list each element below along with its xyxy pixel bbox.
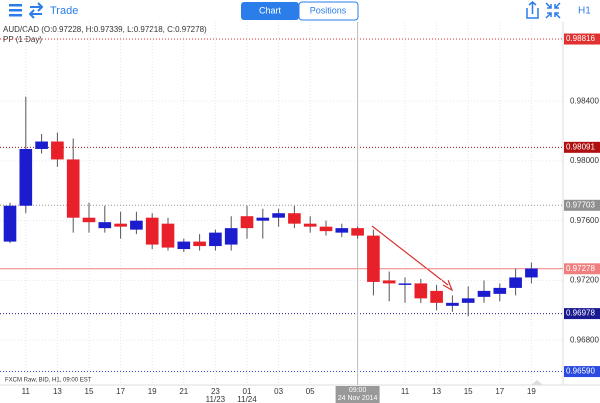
x-tick-label: 21	[179, 387, 188, 396]
menu-icon[interactable]	[9, 4, 22, 17]
date-label: 11/24	[237, 395, 257, 403]
x-tick-label: 15	[85, 387, 94, 396]
pivot-level-label: 0.98091	[566, 142, 595, 151]
current-price-box	[564, 263, 600, 275]
candle-body	[367, 235, 380, 282]
candle-body	[209, 232, 222, 247]
pivot-level-label: 0.98816	[566, 34, 595, 43]
chart-title: AUD/CAD (O:0.97228, H:0.97339, L:0.97218…	[3, 25, 207, 34]
x-tick-label: 01	[243, 387, 252, 396]
pivot-level-box	[564, 366, 600, 378]
x-tick-label: 17	[495, 387, 504, 396]
x-tick-label: 05	[306, 387, 315, 396]
pivot-level-box	[564, 199, 600, 211]
candle-body	[98, 222, 112, 229]
pivot-level-label: 0.96978	[566, 309, 595, 318]
x-tick-label: 03	[274, 387, 283, 396]
candle-body	[114, 223, 127, 227]
candle-body	[272, 213, 285, 218]
x-tick-label: 17	[116, 387, 125, 396]
pivot-level-box	[564, 308, 600, 320]
candle-body	[509, 277, 522, 288]
trade-icon[interactable]	[28, 2, 44, 19]
trade-label[interactable]: Trade	[50, 5, 78, 17]
current-price-label: 0.97278	[566, 264, 595, 273]
pivot-level-box	[564, 141, 600, 153]
x-tick-label: 19	[527, 387, 536, 396]
candle-body	[288, 213, 301, 224]
candle-body	[477, 290, 491, 297]
candle-body	[351, 228, 364, 236]
candle-body	[3, 205, 17, 242]
trend-arrow-head	[442, 279, 454, 292]
candle-body	[493, 287, 507, 294]
candle-body	[398, 283, 412, 285]
candle-body	[461, 298, 475, 303]
candle-body	[161, 223, 175, 248]
candle-body	[382, 280, 396, 284]
candle-body	[177, 241, 191, 250]
candle-body	[130, 220, 143, 230]
pivot-level-label: 0.96590	[566, 367, 595, 376]
date-label: 11/23	[206, 395, 226, 403]
x-tick-label: 19	[148, 387, 157, 396]
collapse-icon[interactable]	[545, 2, 561, 19]
tab-label[interactable]: Positions	[310, 5, 347, 15]
share-icon[interactable]	[526, 1, 539, 19]
x-tick-label: 11	[22, 387, 31, 396]
candle-body	[414, 283, 428, 299]
crosshair-box	[335, 386, 380, 403]
tab-label[interactable]: Chart	[259, 5, 282, 15]
pivot-level-box	[564, 33, 600, 45]
crosshair-label: 09:00	[349, 387, 367, 394]
y-tick-label: 0.98000	[570, 156, 599, 165]
x-tick-label: 13	[53, 387, 62, 396]
scroll-handle[interactable]	[531, 380, 543, 385]
y-tick-label: 0.96800	[570, 335, 599, 344]
top-bar: Trade Chart Positions H1	[9, 1, 591, 21]
candle-body	[256, 217, 270, 221]
chart-footer: FXCM Raw, BID, H1, 09:00 EST	[5, 378, 92, 384]
candle-body	[193, 241, 206, 247]
pivot-level-label: 0.97703	[566, 200, 595, 209]
x-tick-label: 11	[401, 387, 410, 396]
candle-body	[19, 148, 33, 206]
crosshair-date: 24 Nov 2014	[338, 395, 378, 402]
tab-positions[interactable]	[298, 1, 359, 21]
candle-body	[303, 223, 317, 227]
candle-body	[224, 228, 238, 245]
x-tick-label: 23	[211, 387, 220, 396]
candle-body	[66, 159, 80, 218]
candle-body	[51, 141, 64, 160]
candle-body	[430, 290, 443, 303]
timeframe[interactable]: H1	[578, 6, 591, 17]
candle-body	[35, 141, 48, 149]
y-tick-label: 0.97200	[570, 276, 599, 285]
candle-body	[319, 226, 333, 232]
candle-body	[82, 217, 96, 223]
x-tick-label: 15	[464, 387, 473, 396]
y-tick-label: 0.97600	[570, 216, 599, 225]
candle-body	[335, 228, 349, 233]
x-tick-label: 13	[432, 387, 441, 396]
candle-body	[525, 268, 538, 278]
y-tick-label: 0.98400	[570, 96, 599, 105]
chart-subtitle: PP (1 Day)	[3, 35, 42, 44]
candle-body	[145, 217, 159, 245]
tab-chart[interactable]	[241, 2, 299, 20]
trend-arrow	[371, 225, 449, 286]
candle-body	[240, 216, 254, 229]
candle-body	[446, 302, 459, 306]
